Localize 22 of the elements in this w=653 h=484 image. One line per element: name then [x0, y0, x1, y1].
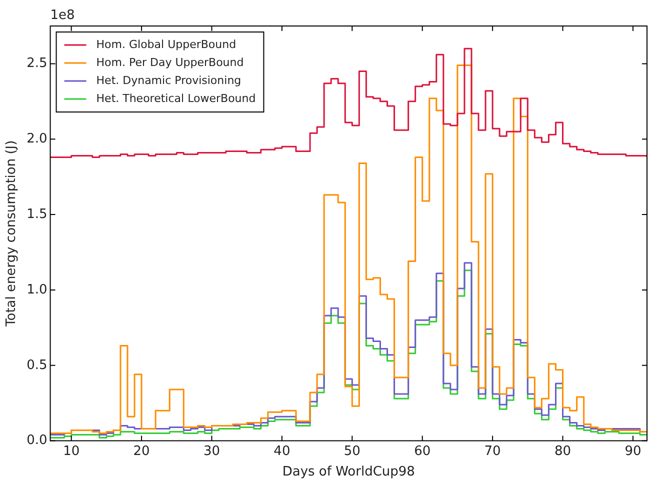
x-tick-label: 60 [414, 444, 431, 459]
y-axis-title: Total energy consumption (J) [4, 140, 20, 328]
y-tick-label: 2.0 [26, 132, 48, 146]
y-tick-label: 0.5 [26, 358, 48, 373]
x-tick-label: 90 [624, 444, 642, 459]
text: 1e8 [50, 8, 75, 23]
legend-label: Het. Theoretical LowerBound [96, 92, 256, 105]
y-tick-label: 1.0 [26, 282, 48, 298]
x-tick-label: 50 [344, 444, 360, 459]
legend-label: Het. Dynamic Provisioning [96, 74, 242, 87]
x-tick-label: 80 [554, 444, 572, 459]
legend-label: Hom. Global UpperBound [96, 38, 236, 51]
x-tick-label: 10 [63, 444, 80, 459]
x-tick-label: 30 [203, 444, 220, 459]
legend-label: Hom. Per Day UpperBound [96, 56, 244, 69]
y-tick-label: 2.5 [26, 56, 48, 72]
x-axis-title: Days of WorldCup98 [282, 464, 415, 480]
y-tick-label: 1.5 [26, 206, 48, 222]
x-tick-label: 40 [274, 444, 290, 459]
x-tick-label: 70 [484, 444, 501, 459]
x-tick-label: 20 [133, 444, 150, 459]
y-tick-label: 0.0 [26, 433, 48, 448]
